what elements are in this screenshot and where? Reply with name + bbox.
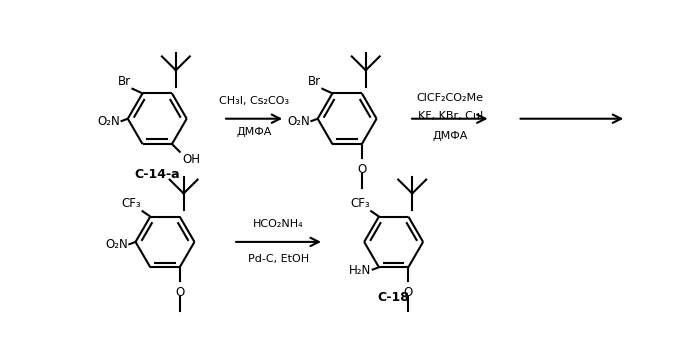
Text: ClCF₂CO₂Me: ClCF₂CO₂Me xyxy=(416,93,484,103)
Text: C-14-a: C-14-a xyxy=(134,168,180,181)
Text: Pd-C, EtOH: Pd-C, EtOH xyxy=(248,254,309,264)
Text: Br: Br xyxy=(118,75,131,88)
Text: OH: OH xyxy=(182,153,200,166)
Text: Br: Br xyxy=(307,75,321,88)
Text: CF₃: CF₃ xyxy=(121,196,141,210)
Text: O: O xyxy=(357,163,367,176)
Text: H₂N: H₂N xyxy=(349,264,371,277)
Text: O₂N: O₂N xyxy=(105,239,128,251)
Text: O: O xyxy=(404,286,413,299)
Text: O₂N: O₂N xyxy=(97,115,120,128)
Text: KF, KBr, CuI: KF, KBr, CuI xyxy=(418,112,483,121)
Text: C-18: C-18 xyxy=(378,291,409,304)
Text: O₂N: O₂N xyxy=(287,115,310,128)
Text: CF₃: CF₃ xyxy=(350,196,370,210)
Text: HCO₂NH₄: HCO₂NH₄ xyxy=(253,219,304,229)
Text: ДМФА: ДМФА xyxy=(433,131,468,141)
Text: ДМФА: ДМФА xyxy=(237,127,272,137)
Text: CH₃I, Cs₂CO₃: CH₃I, Cs₂CO₃ xyxy=(219,96,289,106)
Text: O: O xyxy=(175,286,184,299)
